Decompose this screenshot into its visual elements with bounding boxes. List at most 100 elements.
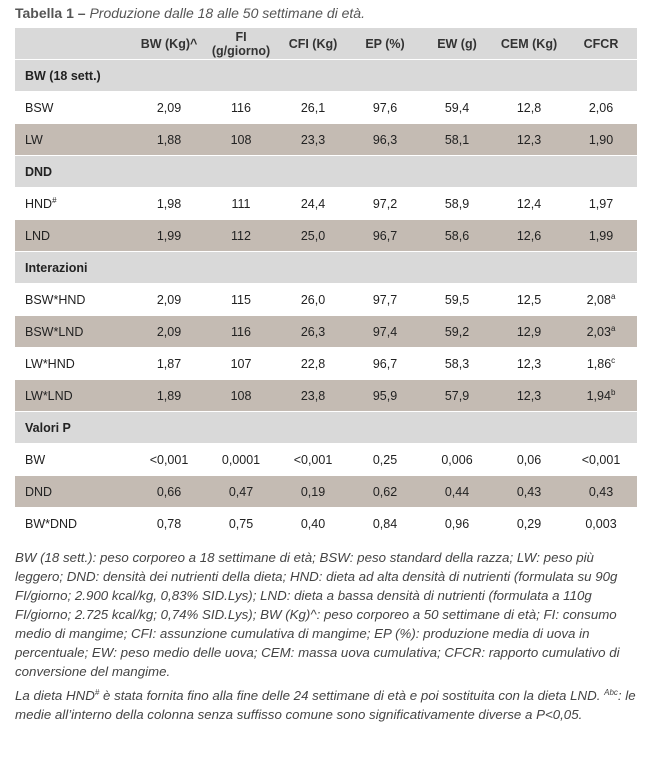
production-table: BW (Kg)^ FI (g/giorno) CFI (Kg) EP (%) E…	[15, 28, 637, 540]
cell-value: 111	[231, 196, 251, 211]
cell-value: 112	[231, 228, 251, 243]
table-cell: 0,19	[277, 475, 349, 508]
significance-superscript: a	[610, 323, 616, 333]
cell-value: 1,94	[586, 388, 611, 403]
cell-value: 24,4	[300, 196, 326, 211]
table-cell: 12,5	[493, 283, 565, 316]
row-label-text: BW	[25, 452, 46, 467]
caption-label: Tabella 1 –	[15, 5, 86, 21]
cell-value: 0,003	[585, 516, 617, 531]
cell-value: <0,001	[581, 452, 621, 467]
cell-value: 12,9	[516, 324, 542, 339]
table-cell: 0,40	[277, 507, 349, 540]
table-cell: 26,3	[277, 315, 349, 348]
cell-value: 95,9	[372, 388, 398, 403]
footnote-superscript: Abc	[604, 688, 618, 697]
row-label: DND	[15, 475, 133, 508]
table-cell: 115	[205, 283, 277, 316]
table-cell: 1,99	[133, 219, 205, 252]
cell-value: 0,44	[444, 484, 470, 499]
table-cell: 25,0	[277, 219, 349, 252]
table-cell: 23,8	[277, 379, 349, 412]
table-cell: 95,9	[349, 379, 421, 412]
row-label: LW*HND	[15, 347, 133, 380]
table-row: LW*LND 1,89 108 23,8 95,9 57,9 12,3 1,94b	[15, 379, 637, 412]
cell-value: 58,6	[444, 228, 470, 243]
table-body: BW (18 sett.) BSW 2,09 116 26,1 97,6 59,4 12,8 2…	[15, 59, 637, 540]
cell-value: 108	[230, 388, 252, 403]
cell-value: 59,4	[444, 100, 470, 115]
cell-value: 0,47	[228, 484, 254, 499]
table-notes: BW (18 sett.): peso corporeo a 18 settim…	[15, 548, 637, 729]
table-cell: 96,3	[349, 123, 421, 156]
cell-value: 1,90	[588, 132, 614, 147]
cell-value: 0,29	[516, 516, 542, 531]
table-cell: 108	[205, 123, 277, 156]
row-label: LW*LND	[15, 379, 133, 412]
table-row: LW*HND 1,87 107 22,8 96,7 58,3 12,3 1,86c	[15, 347, 637, 380]
significance-superscript: b	[610, 387, 616, 397]
cell-value: 12,8	[516, 100, 542, 115]
table-cell: 0,43	[493, 475, 565, 508]
table-cell: 1,90	[565, 123, 637, 156]
table-cell: 57,9	[421, 379, 493, 412]
table-cell: 0,0001	[205, 443, 277, 476]
column-header: EP (%)	[349, 28, 421, 60]
cell-value: 2,06	[588, 100, 614, 115]
cell-value: 0,43	[588, 484, 614, 499]
table-cell: 116	[205, 91, 277, 124]
table-cell: 0,62	[349, 475, 421, 508]
table-cell: 1,99	[565, 219, 637, 252]
cell-value: 96,3	[372, 132, 398, 147]
table-cell: 97,2	[349, 187, 421, 220]
cell-value: 0,43	[516, 484, 542, 499]
cell-value: 0,19	[300, 484, 326, 499]
table-cell: 26,0	[277, 283, 349, 316]
table-row: BW*DND 0,78 0,75 0,40 0,84 0,96 0,29 0,003	[15, 507, 637, 540]
cell-value: 12,3	[516, 132, 542, 147]
table-cell: 1,88	[133, 123, 205, 156]
cell-value: 0,0001	[221, 452, 261, 467]
row-label-text: LND	[25, 228, 51, 243]
table-cell: 58,6	[421, 219, 493, 252]
cell-value: 97,6	[372, 100, 398, 115]
cell-value: 26,1	[300, 100, 326, 115]
table-cell: 0,47	[205, 475, 277, 508]
table-cell: 58,3	[421, 347, 493, 380]
cell-value: 0,06	[516, 452, 542, 467]
table-cell: 12,3	[493, 123, 565, 156]
table-cell: 0,43	[565, 475, 637, 508]
table-cell: 59,2	[421, 315, 493, 348]
cell-value: 22,8	[300, 356, 326, 371]
column-header	[15, 28, 133, 60]
column-header: CEM (Kg)	[493, 28, 565, 60]
table-cell: 58,1	[421, 123, 493, 156]
cell-value: 58,3	[444, 356, 470, 371]
table-cell: 96,7	[349, 219, 421, 252]
cell-value: 25,0	[300, 228, 326, 243]
section-label: DND	[15, 155, 637, 188]
cell-value: 0,40	[300, 516, 326, 531]
cell-value: 0,62	[372, 484, 398, 499]
section-label: Valori P	[15, 411, 637, 444]
cell-value: 26,0	[300, 292, 326, 307]
table-cell: 2,09	[133, 283, 205, 316]
significance-superscript: a	[610, 291, 616, 301]
cell-value: 2,09	[156, 100, 182, 115]
cell-value: 1,87	[156, 356, 182, 371]
row-label-text: DND	[25, 484, 53, 499]
table-cell: 116	[205, 315, 277, 348]
cell-value: <0,001	[293, 452, 333, 467]
table-cell: 1,94b	[565, 379, 637, 412]
section-row: BW (18 sett.)	[15, 59, 637, 92]
cell-value: 2,03	[586, 324, 611, 339]
table-cell: 1,98	[133, 187, 205, 220]
table-row: BW <0,001 0,0001 <0,001 0,25 0,006 0,06 <0,001	[15, 443, 637, 476]
row-label-text: BSW*HND	[25, 292, 86, 307]
table-cell: <0,001	[277, 443, 349, 476]
section-label: BW (18 sett.)	[15, 59, 637, 92]
table-cell: 2,09	[133, 315, 205, 348]
cell-value: <0,001	[149, 452, 189, 467]
row-label: HND#	[15, 187, 133, 220]
table-cell: 2,06	[565, 91, 637, 124]
